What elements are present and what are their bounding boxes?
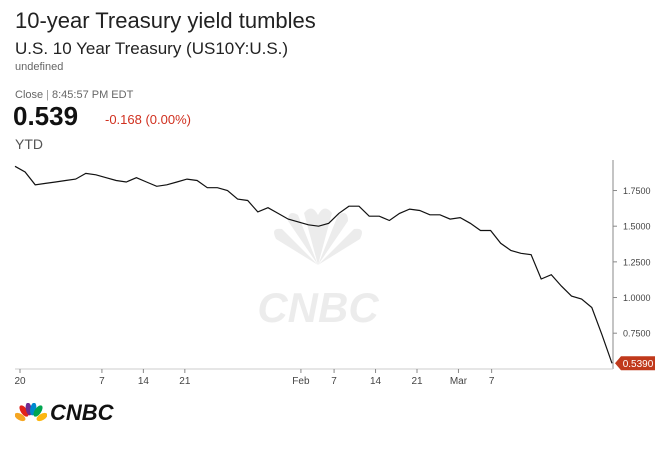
close-row: Close | 8:45:57 PM EDT	[15, 89, 134, 101]
last-value-badge: 0.5390	[615, 356, 655, 371]
range-label: YTD	[15, 136, 43, 152]
y-tick-label: 1.0000	[623, 293, 651, 303]
x-tick-label: 21	[411, 376, 423, 387]
cnbc-watermark: CNBC	[257, 208, 379, 331]
x-tick-label: 21	[179, 376, 191, 387]
symbol-title: U.S. 10 Year Treasury (US10Y:U.S.)	[15, 39, 289, 58]
svg-text:CNBC: CNBC	[257, 284, 379, 331]
x-tick-label: Feb	[292, 376, 310, 387]
close-time: 8:45:57 PM EDT	[51, 89, 134, 101]
last-price: 0.539	[13, 101, 79, 131]
x-tick-label: 7	[331, 376, 337, 387]
y-tick-label: 1.7500	[623, 186, 651, 196]
y-tick-label: 0.7500	[623, 329, 651, 339]
x-tick-label: 7	[489, 376, 495, 387]
yield-series-line	[14, 165, 613, 364]
price-change: -0.168 (0.00%)	[105, 112, 191, 127]
undefined-label: undefined	[15, 61, 64, 73]
x-tick-label: 14	[138, 376, 150, 387]
yield-line-chart: CNBC 1.7500 1.5000 1.2500 1.0000 0.7500 20 7 1…	[14, 160, 655, 387]
x-tick-label: 20	[14, 376, 26, 387]
brand-wordmark: CNBC	[50, 400, 114, 425]
cnbc-logo: CNBC	[15, 400, 114, 426]
x-tick-label: 14	[370, 376, 382, 387]
close-label: Close	[15, 89, 44, 101]
y-tick-label: 1.2500	[623, 257, 651, 267]
x-tick-label: 7	[99, 376, 105, 387]
headline: 10-year Treasury yield tumbles	[15, 8, 316, 33]
last-value-text: 0.5390	[623, 359, 654, 370]
peacock-icon	[15, 403, 47, 422]
x-tick-label: Mar	[450, 376, 468, 387]
y-tick-label: 1.5000	[623, 222, 651, 232]
